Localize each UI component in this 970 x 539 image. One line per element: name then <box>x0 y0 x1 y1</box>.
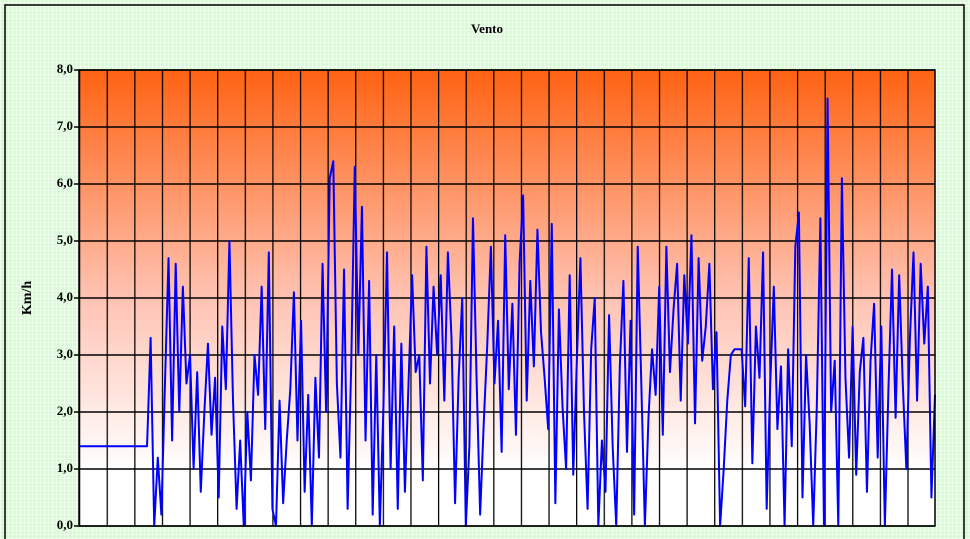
frame <box>4 4 965 539</box>
y-tick-label: 3,0 <box>57 346 73 361</box>
y-tick-label: 0,0 <box>57 517 73 532</box>
y-tick-label: 4,0 <box>57 289 73 304</box>
y-ticks: 0,0 1,0 2,0 3,0 4,0 5,0 6,0 7,0 8,0 <box>57 61 79 532</box>
y-tick-label: 5,0 <box>57 232 73 247</box>
y-tick-label: 1,0 <box>57 460 73 475</box>
chart-title: Vento <box>471 21 503 36</box>
y-tick-label: 6,0 <box>57 175 73 190</box>
y-tick-label: 7,0 <box>57 118 73 133</box>
data-line <box>79 97 936 527</box>
y-axis-label: Km/h <box>20 281 35 315</box>
y-tick-label: 8,0 <box>57 61 73 76</box>
y-tick-label: 2,0 <box>57 403 73 418</box>
series <box>79 97 936 527</box>
